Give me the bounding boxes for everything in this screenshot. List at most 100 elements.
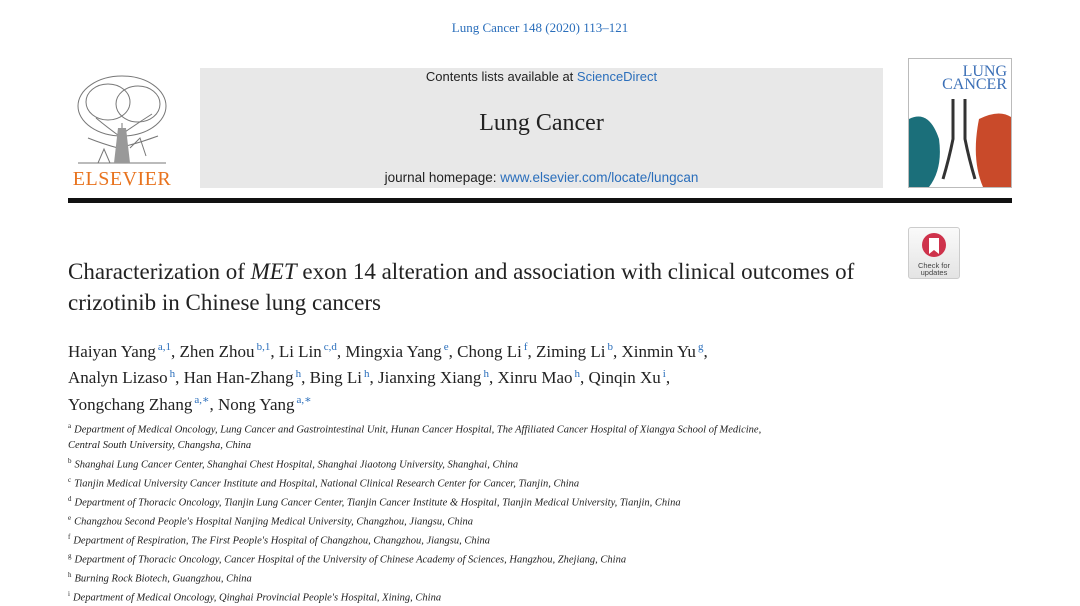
author: Nong Yang a,∗	[217, 394, 312, 414]
author-name: Nong Yang	[217, 394, 295, 414]
affiliation-label: d	[68, 494, 72, 503]
affiliation-label: i	[68, 590, 70, 599]
cover-art	[909, 99, 1011, 187]
author-separator: ,	[527, 341, 532, 361]
affiliation-text: Department of Medical Oncology, Lung Can…	[74, 424, 762, 436]
author-affiliation-ref: e	[443, 341, 449, 353]
author-separator: ,	[665, 368, 671, 388]
author-affiliation-ref: a,∗	[194, 394, 210, 407]
affiliation-label: c	[68, 475, 72, 484]
author-name: Analyn Lizaso	[68, 368, 168, 388]
author-name: Zhen Zhou	[179, 341, 255, 361]
publisher: ELSEVIER	[72, 168, 172, 190]
title-part: Characterization of	[68, 259, 245, 284]
author: Han Han-Zhang h,	[184, 367, 306, 388]
cover-title: LUNG CANCER	[942, 64, 1007, 93]
author-affiliation-ref: c,d	[323, 341, 337, 353]
author-separator: ,	[170, 341, 176, 361]
author-line: Analyn Lizaso h, Han Han-Zhang h, Bing Li h…	[68, 363, 908, 390]
page: Lung Cancer 148 (2020) 113–121 ELSEVIER …	[68, 20, 1012, 604]
author: Xinru Mao h,	[497, 368, 584, 388]
affiliation-list: a Department of Medical Oncology, Lung Ca…	[68, 419, 968, 606]
author-line: Yongchang Zhang a,∗, Nong Yang a,∗	[68, 389, 908, 416]
author-name: Jianxing Xiang	[378, 368, 482, 388]
author-separator: ,	[270, 341, 275, 361]
author-name: Li Lin	[278, 341, 322, 361]
author-line: Haiyan Yang a,1, Zhen Zhou b,1, Li Lin c,d,…	[68, 336, 908, 363]
author-name: Xinru Mao	[497, 368, 573, 388]
title-part: exon 14 alteration and association with …	[68, 259, 855, 315]
author: Yongchang Zhang a,∗,	[68, 394, 214, 414]
author: Analyn Lizaso h,	[68, 367, 180, 388]
author-separator: ,	[703, 341, 708, 361]
affiliation-line: Central South University, Changsha, Chin…	[68, 438, 968, 454]
check-for-updates[interactable]: Check for updates	[908, 227, 960, 279]
affiliation-line: g Department of Thoracic Oncology, Cancer…	[68, 549, 968, 568]
journal-name: Lung Cancer	[479, 110, 604, 136]
author-separator: ,	[369, 368, 374, 388]
affiliation-label: b	[68, 456, 72, 465]
author-affiliation-ref: h	[483, 367, 489, 380]
cover-title-line: CANCER	[942, 76, 1007, 93]
contents-line: Contents lists available at ScienceDirec…	[200, 69, 883, 84]
affiliation-text: Department of Medical Oncology, Qinghai …	[72, 592, 442, 604]
author-separator: ,	[175, 368, 180, 388]
author: Li Lin c,d,	[278, 341, 342, 361]
author-affiliation-ref: a,1	[157, 341, 171, 353]
author-affiliation-ref: b	[607, 341, 613, 353]
author-affiliation-ref: a,∗	[296, 394, 312, 407]
author: Qinqin Xu i,	[588, 367, 671, 388]
author-name: Chong Li	[457, 341, 522, 361]
affiliation-line: a Department of Medical Oncology, Lung Ca…	[68, 419, 968, 438]
article-title: Characterization of MET exon 14 alterati…	[68, 256, 888, 318]
author: Chong Li f,	[457, 341, 532, 361]
affiliation-label: a	[68, 422, 72, 430]
check-icon	[922, 233, 946, 257]
affiliation-line: h Burning Rock Biotech, Guangzhou, China	[68, 568, 968, 587]
homepage-prefix: journal homepage:	[384, 170, 497, 185]
affiliation-line: c Tianjin Medical University Cancer Insti…	[68, 473, 968, 492]
affiliation-line: d Department of Thoracic Oncology, Tianji…	[68, 492, 968, 511]
author-name: Qinqin Xu	[588, 368, 661, 388]
author-affiliation-ref: b,1	[256, 341, 271, 353]
author-affiliation-ref: h	[364, 367, 370, 380]
author-affiliation-ref: h	[295, 367, 302, 380]
author: Bing Li h,	[309, 367, 374, 388]
author-name: Bing Li	[309, 368, 363, 388]
title-italic: MET	[250, 259, 297, 284]
author-name: Mingxia Yang	[345, 341, 442, 361]
affiliation-text: Burning Rock Biotech, Guangzhou, China	[74, 573, 252, 585]
author-separator: ,	[488, 368, 494, 388]
affiliation-text: Changzhou Second People's Hospital Nanji…	[74, 516, 473, 528]
affiliation-text: Tianjin Medical University Cancer Instit…	[74, 478, 580, 490]
author-affiliation-ref: i	[662, 367, 666, 380]
journal-banner: Contents lists available at ScienceDirec…	[200, 68, 883, 188]
journal-cover[interactable]: LUNG CANCER	[908, 58, 1012, 188]
author: Jianxing Xiang h,	[378, 367, 494, 388]
check-text: updates	[920, 268, 948, 277]
author-separator: ,	[301, 368, 306, 388]
homepage-link[interactable]: www.elsevier.com/locate/lungcan	[500, 170, 699, 185]
affiliation-text: Department of Thoracic Oncology, Cancer …	[74, 554, 627, 566]
author-affiliation-ref: g	[697, 341, 704, 353]
contents-link[interactable]: ScienceDirect	[576, 69, 658, 84]
affiliation-label: h	[68, 571, 72, 580]
affiliation-text: Central South University, Changsha, Chin…	[68, 440, 252, 452]
author-name: Xinmin Yu	[621, 341, 696, 361]
author-separator: ,	[336, 341, 342, 361]
affiliation-label: f	[68, 533, 71, 542]
affiliation-line: e Changzhou Second People's Hospital Nanj…	[68, 511, 968, 530]
affiliation-text: Department of Thoracic Oncology, Tianjin…	[74, 497, 681, 509]
author-separator: ,	[612, 341, 618, 361]
citation[interactable]: Lung Cancer 148 (2020) 113–121	[451, 20, 629, 35]
author-name: Haiyan Yang	[68, 341, 156, 361]
author: Ziming Li b,	[536, 341, 618, 361]
elsevier-logo	[77, 75, 167, 164]
author-separator: ,	[448, 341, 453, 361]
author: Zhen Zhou b,1,	[179, 341, 275, 361]
author: Haiyan Yang a,1,	[68, 341, 176, 361]
affiliation-line: i Department of Medical Oncology, Qinghai…	[68, 587, 968, 606]
homepage-line: journal homepage: www.elsevier.com/locat…	[200, 170, 883, 185]
author-affiliation-ref: h	[169, 367, 176, 380]
author-name: Yongchang Zhang	[68, 394, 193, 414]
